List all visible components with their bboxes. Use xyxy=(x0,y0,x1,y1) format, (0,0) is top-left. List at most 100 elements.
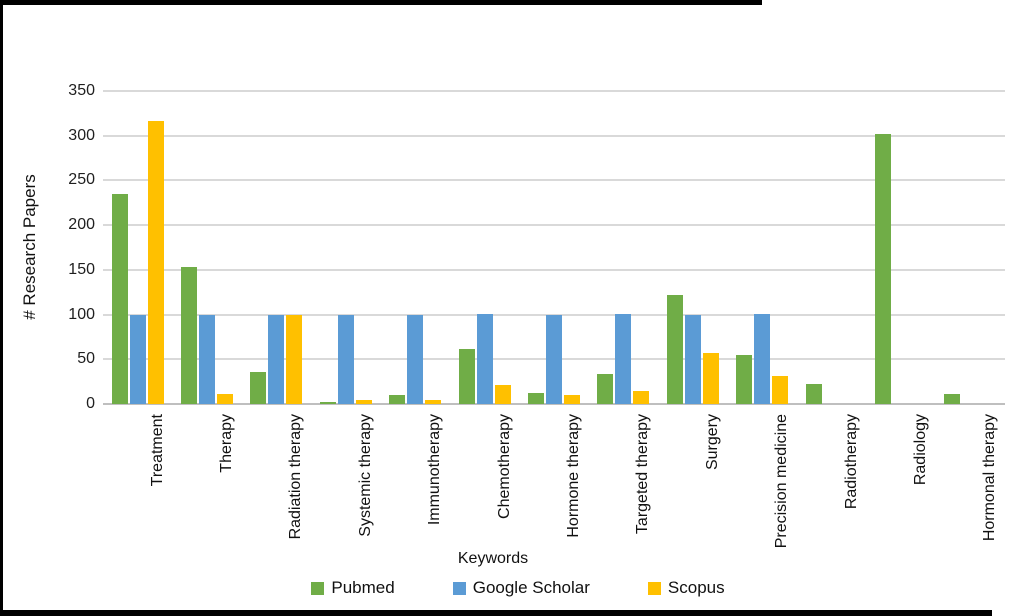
x-label-cell: Chemotherapy xyxy=(450,410,519,558)
x-label-cell: Immunotherapy xyxy=(381,410,450,558)
x-category-label: Radiology xyxy=(912,414,929,486)
x-category-label: Chemotherapy xyxy=(495,414,513,519)
bar-scopus xyxy=(633,391,650,404)
y-tick-label-350: 350 xyxy=(68,82,95,99)
bar-group xyxy=(589,91,658,404)
bar-scopus xyxy=(425,400,442,404)
y-tick-label-200: 200 xyxy=(68,216,95,234)
bar-scopus xyxy=(494,385,511,404)
x-label-cell: Systemic therapy xyxy=(311,410,380,558)
x-axis-title: Keywords xyxy=(457,550,529,567)
x-label-cell: Treatment xyxy=(103,410,172,558)
bar-groups xyxy=(103,91,1005,404)
bar-pubmed xyxy=(736,355,753,404)
bar-group xyxy=(519,91,588,404)
bar-google-scholar xyxy=(199,315,216,404)
bar-google-scholar xyxy=(615,314,632,404)
y-axis-title-text: # Research Papers xyxy=(20,174,39,320)
x-label-cell: Hormone therapy xyxy=(519,410,588,558)
bar-scopus xyxy=(564,395,581,404)
bar-group xyxy=(797,91,866,404)
plot-area xyxy=(103,90,1005,405)
bar-google-scholar xyxy=(684,315,701,404)
bar-google-scholar xyxy=(337,315,354,404)
bar-group xyxy=(866,91,935,404)
left-border-bar xyxy=(0,0,3,616)
x-category-label: Therapy xyxy=(218,414,236,473)
bar-scopus xyxy=(147,121,164,404)
bar-group xyxy=(728,91,797,404)
x-category-label: Surgery xyxy=(703,414,721,471)
x-category-label: Precision medicine xyxy=(773,414,791,549)
x-label-cell: Targeted therapy xyxy=(589,410,658,558)
bar-group xyxy=(103,91,172,404)
x-category-label: Targeted therapy xyxy=(634,414,652,535)
bar-group xyxy=(450,91,519,404)
legend: Pubmed Google Scholar Scopus xyxy=(103,578,933,598)
legend-label: Pubmed xyxy=(331,578,395,597)
gridline-100 xyxy=(103,313,1005,316)
bar-scopus xyxy=(772,376,789,404)
bar-pubmed xyxy=(597,374,614,404)
x-category-label: Treatment xyxy=(148,414,166,487)
bar-group xyxy=(172,91,241,404)
bar-pubmed xyxy=(874,134,891,404)
x-label-cell: Radiology xyxy=(866,410,935,558)
bar-pubmed xyxy=(458,349,475,404)
bar-pubmed xyxy=(250,372,267,404)
y-tick-label-150: 150 xyxy=(68,260,95,278)
bottom-border-bar xyxy=(0,610,992,616)
bar-google-scholar xyxy=(754,314,771,404)
bar-scopus xyxy=(355,400,372,404)
x-axis-category-labels: Treatment Therapy Radiation therapy Systemi… xyxy=(103,410,1005,558)
x-category-label: Radiation therapy xyxy=(287,414,305,540)
gridline-150 xyxy=(103,268,1005,271)
gridline-250 xyxy=(103,179,1005,182)
y-tick-label-300: 300 xyxy=(68,126,95,144)
legend-swatch-icon xyxy=(311,581,325,595)
legend-swatch-icon xyxy=(452,581,466,595)
bar-scopus xyxy=(217,394,234,404)
gridline-200 xyxy=(103,224,1005,227)
x-label-cell: Precision medicine xyxy=(728,410,797,558)
y-tick-label-50: 50 xyxy=(77,350,95,368)
y-axis-ticks: 0 50 100 150 200 250 300 350 xyxy=(40,0,95,616)
bar-google-scholar xyxy=(546,315,563,404)
bar-google-scholar xyxy=(407,315,424,404)
bar-group xyxy=(658,91,727,404)
legend-swatch-icon xyxy=(647,581,661,595)
x-label-cell: Therapy xyxy=(172,410,241,558)
legend-item-google-scholar: Google Scholar xyxy=(452,578,590,598)
gridline-350 xyxy=(103,90,1005,92)
x-category-label: Hormonal therapy xyxy=(981,414,999,542)
y-tick-label-250: 250 xyxy=(68,171,95,189)
bar-pubmed xyxy=(181,267,198,404)
x-category-label: Radiotherapy xyxy=(842,414,860,510)
bar-group xyxy=(311,91,380,404)
legend-label: Scopus xyxy=(667,578,725,597)
y-tick-label-0: 0 xyxy=(86,395,95,412)
bar-google-scholar xyxy=(129,315,146,404)
bar-pubmed xyxy=(805,384,822,404)
x-category-label: Systemic therapy xyxy=(356,414,374,537)
bar-pubmed xyxy=(944,394,961,404)
x-category-label: Immunotherapy xyxy=(426,414,444,526)
legend-item-pubmed: Pubmed xyxy=(311,578,395,598)
legend-label: Google Scholar xyxy=(472,578,590,597)
y-tick-label-100: 100 xyxy=(68,305,95,323)
bar-scopus xyxy=(702,353,719,404)
bar-pubmed xyxy=(666,295,683,404)
legend-item-scopus: Scopus xyxy=(647,578,725,598)
x-label-cell: Radiotherapy xyxy=(797,410,866,558)
bar-group xyxy=(936,91,1005,404)
bar-google-scholar xyxy=(476,314,493,404)
x-label-cell: Hormonal therapy xyxy=(936,410,1005,558)
gridline-0 xyxy=(103,403,1005,405)
gridline-300 xyxy=(103,134,1005,137)
x-category-label: Hormone therapy xyxy=(565,414,583,538)
bar-group xyxy=(381,91,450,404)
top-border-bar xyxy=(0,0,762,5)
x-label-cell: Radiation therapy xyxy=(242,410,311,558)
bar-pubmed xyxy=(389,395,406,404)
